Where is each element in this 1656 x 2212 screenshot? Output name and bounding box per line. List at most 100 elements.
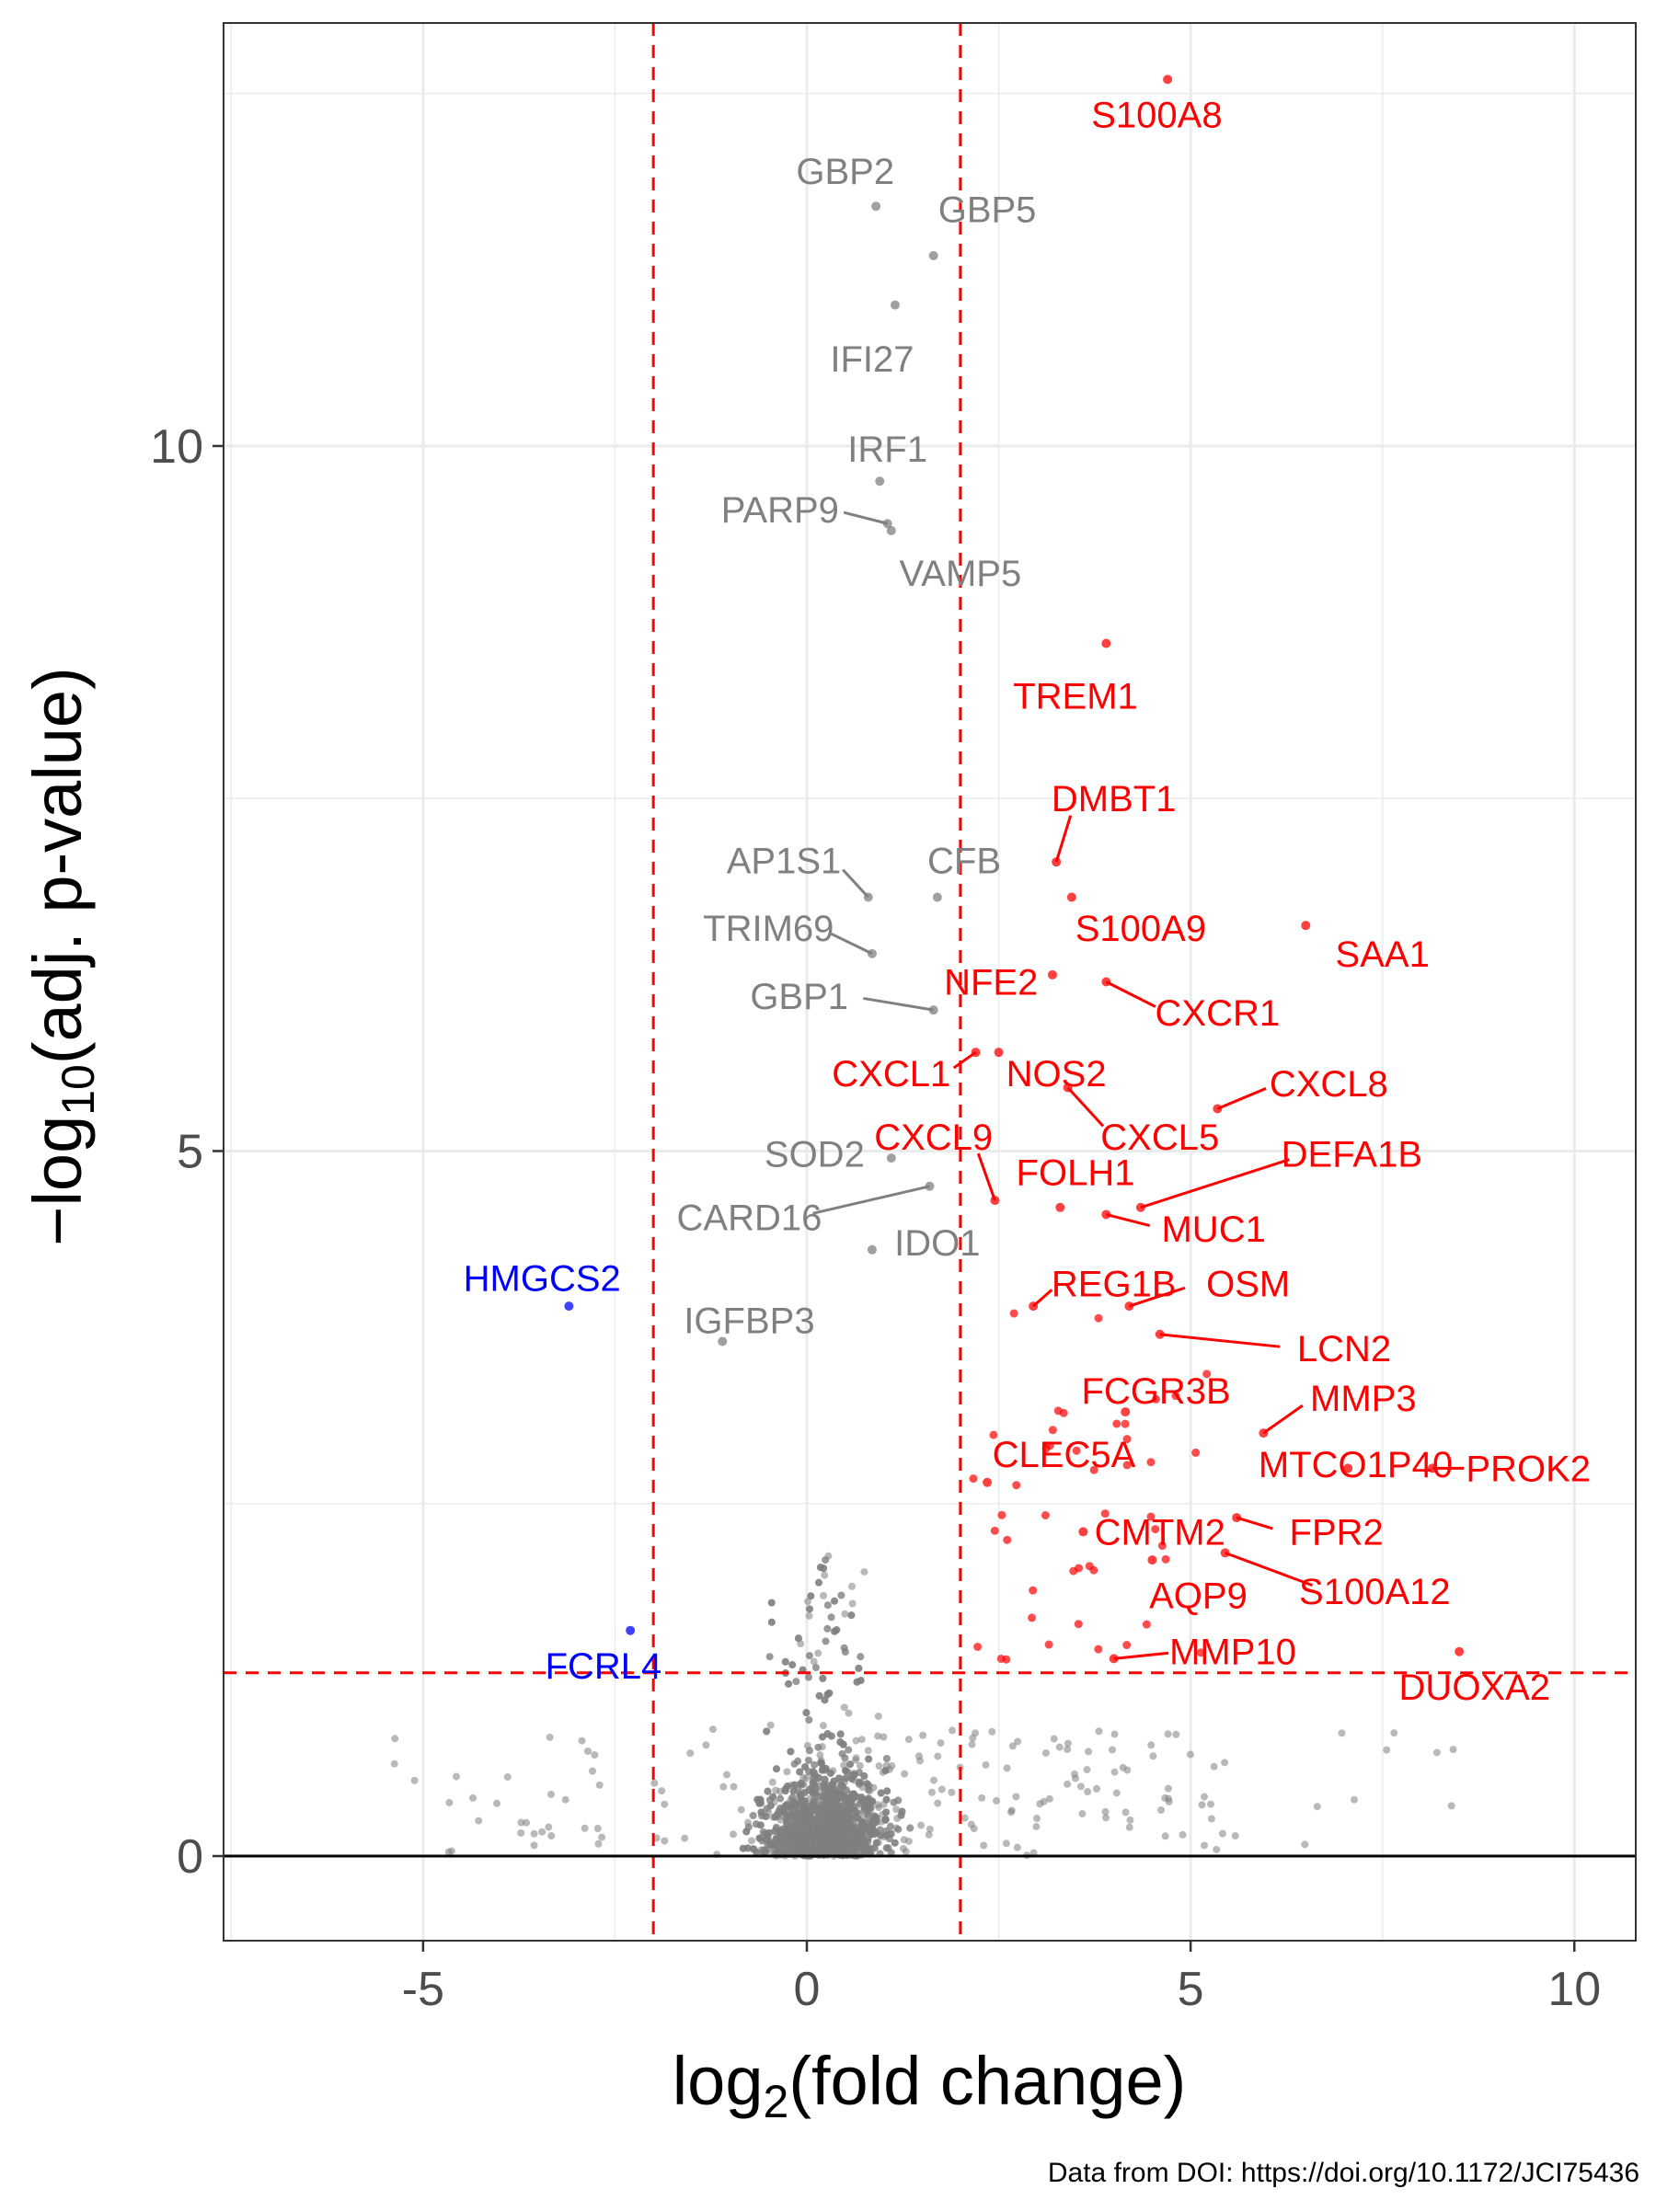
ns-point <box>755 1799 764 1807</box>
up-point <box>973 1643 983 1652</box>
gene-point <box>890 300 900 310</box>
ns-point <box>1123 1766 1132 1774</box>
ns-point <box>391 1735 399 1743</box>
gene-point <box>1066 892 1076 902</box>
ns-point <box>1093 1784 1101 1793</box>
ns-point <box>1007 1808 1016 1817</box>
label-leader <box>1113 1651 1169 1660</box>
ns-point <box>1110 1768 1119 1776</box>
ns-point <box>812 1848 821 1856</box>
gene-point <box>1121 1407 1131 1417</box>
ns-point <box>847 1611 856 1620</box>
ns-point <box>861 1841 869 1850</box>
up-point <box>1012 1481 1021 1490</box>
ns-point <box>822 1637 830 1645</box>
ns-point <box>949 1726 957 1735</box>
ns-point <box>881 1767 890 1775</box>
ns-point <box>834 1804 843 1812</box>
up-point <box>1121 1419 1130 1428</box>
y-axis-label-rest: (adj. p-value) <box>19 667 96 1064</box>
gene-label: CXCL5 <box>1100 1117 1219 1158</box>
ns-point <box>1013 1843 1021 1851</box>
ns-point <box>1064 1739 1072 1748</box>
label-leader <box>1106 1213 1151 1227</box>
ns-point <box>530 1829 538 1838</box>
ns-point <box>802 1774 811 1782</box>
ns-point <box>844 1807 852 1816</box>
ns-point <box>493 1799 501 1807</box>
ns-point <box>1313 1803 1321 1811</box>
ns-point <box>1201 1793 1209 1801</box>
ns-point <box>864 1747 872 1755</box>
up-point <box>1202 1370 1212 1379</box>
gene-label: CARD16 <box>677 1198 822 1239</box>
ns-point <box>875 1762 883 1771</box>
ns-point <box>1157 1806 1166 1815</box>
ns-point <box>874 1712 882 1720</box>
ns-point <box>819 1674 827 1682</box>
gene-point <box>932 892 942 902</box>
ns-point <box>887 1849 895 1857</box>
x-axis-label-main: log <box>673 2043 764 2119</box>
ns-point <box>747 1837 755 1845</box>
gene-label: VAMP5 <box>900 554 1022 594</box>
label-leader <box>812 1185 930 1215</box>
ns-point <box>1432 1748 1441 1757</box>
x-axis-label: log2(fold change) <box>673 2043 1187 2127</box>
ns-point <box>851 1756 859 1764</box>
ns-point <box>1040 1797 1048 1805</box>
x-tick-label: 5 <box>1178 1963 1204 2016</box>
gene-point <box>1101 638 1111 648</box>
ns-point <box>785 1679 793 1688</box>
ns-point <box>780 1836 788 1844</box>
ns-point <box>730 1830 738 1839</box>
ns-point <box>730 1782 738 1791</box>
ns-point <box>827 1613 835 1622</box>
ns-point <box>790 1802 799 1810</box>
ns-point <box>767 1618 776 1626</box>
ns-point <box>1210 1762 1218 1771</box>
ns-point <box>817 1759 825 1767</box>
ns-point <box>798 1796 806 1805</box>
ns-point <box>857 1736 866 1744</box>
ns-point <box>762 1846 770 1854</box>
ns-point <box>650 1779 659 1787</box>
ns-point <box>686 1749 695 1758</box>
ns-point <box>1055 1743 1064 1751</box>
ns-point <box>968 1740 976 1748</box>
ns-point <box>1095 1727 1103 1736</box>
ns-point <box>593 1825 602 1833</box>
gene-point <box>1047 969 1057 980</box>
gene-label: CXCL8 <box>1270 1064 1388 1105</box>
ns-point <box>855 1778 863 1786</box>
label-leader <box>1216 1087 1267 1110</box>
ns-point <box>1078 1810 1087 1818</box>
gene-label: CMTM2 <box>1095 1512 1225 1553</box>
ns-point <box>838 1749 846 1758</box>
ns-point <box>792 1678 800 1686</box>
ns-point <box>811 1806 819 1815</box>
ns-point <box>819 1827 827 1835</box>
label-leader <box>842 868 869 899</box>
ns-point <box>475 1817 483 1825</box>
ns-point <box>993 1796 1001 1805</box>
ns-point <box>781 1802 789 1810</box>
up-point <box>1146 1458 1156 1467</box>
ns-point <box>853 1678 861 1686</box>
ns-point <box>925 1830 933 1839</box>
ns-point <box>811 1789 820 1797</box>
ns-point <box>848 1599 857 1608</box>
gene-label: IGFBP3 <box>684 1301 814 1341</box>
ns-point <box>773 1810 781 1818</box>
ns-point <box>595 1781 604 1789</box>
gene-point <box>1163 74 1173 85</box>
ns-point <box>840 1703 848 1712</box>
ns-point <box>827 1732 835 1740</box>
ns-point <box>789 1787 798 1795</box>
gene-label: GBP1 <box>750 977 848 1017</box>
ns-point <box>841 1767 849 1775</box>
ns-point <box>1447 1802 1455 1810</box>
ns-point <box>805 1605 813 1613</box>
ns-point <box>836 1730 845 1738</box>
ns-point <box>888 1761 896 1770</box>
